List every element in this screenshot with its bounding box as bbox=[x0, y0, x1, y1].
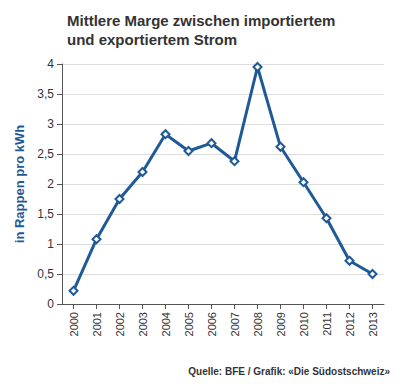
svg-text:2011: 2011 bbox=[321, 312, 333, 336]
svg-text:2004: 2004 bbox=[160, 312, 172, 336]
svg-text:3,5: 3,5 bbox=[37, 87, 54, 101]
svg-text:0: 0 bbox=[47, 297, 54, 311]
svg-text:2012: 2012 bbox=[344, 312, 356, 336]
svg-text:2,5: 2,5 bbox=[37, 147, 54, 161]
svg-text:2003: 2003 bbox=[137, 312, 149, 336]
svg-text:2000: 2000 bbox=[68, 312, 80, 336]
svg-text:0,5: 0,5 bbox=[37, 267, 54, 281]
svg-text:1: 1 bbox=[47, 237, 54, 251]
svg-text:2008: 2008 bbox=[252, 312, 264, 336]
svg-text:in Rappen pro kWh: in Rappen pro kWh bbox=[12, 125, 27, 244]
svg-text:1,5: 1,5 bbox=[37, 207, 54, 221]
svg-text:2013: 2013 bbox=[367, 312, 379, 336]
svg-text:4: 4 bbox=[47, 57, 54, 71]
svg-text:Quelle: BFE / Grafik: «Die Süd: Quelle: BFE / Grafik: «Die Südostschweiz… bbox=[188, 366, 390, 377]
svg-text:Mittlere Marge zwischen import: Mittlere Marge zwischen importiertem bbox=[67, 12, 340, 29]
svg-text:2010: 2010 bbox=[298, 312, 310, 336]
svg-text:2006: 2006 bbox=[206, 312, 218, 336]
svg-text:2001: 2001 bbox=[91, 312, 103, 336]
svg-text:und exportiertem Strom: und exportiertem Strom bbox=[67, 31, 237, 48]
svg-text:2009: 2009 bbox=[275, 312, 287, 336]
svg-text:2007: 2007 bbox=[229, 312, 241, 336]
svg-text:2005: 2005 bbox=[183, 312, 195, 336]
svg-text:2: 2 bbox=[47, 177, 54, 191]
svg-text:3: 3 bbox=[47, 117, 54, 131]
svg-text:2002: 2002 bbox=[114, 312, 126, 336]
